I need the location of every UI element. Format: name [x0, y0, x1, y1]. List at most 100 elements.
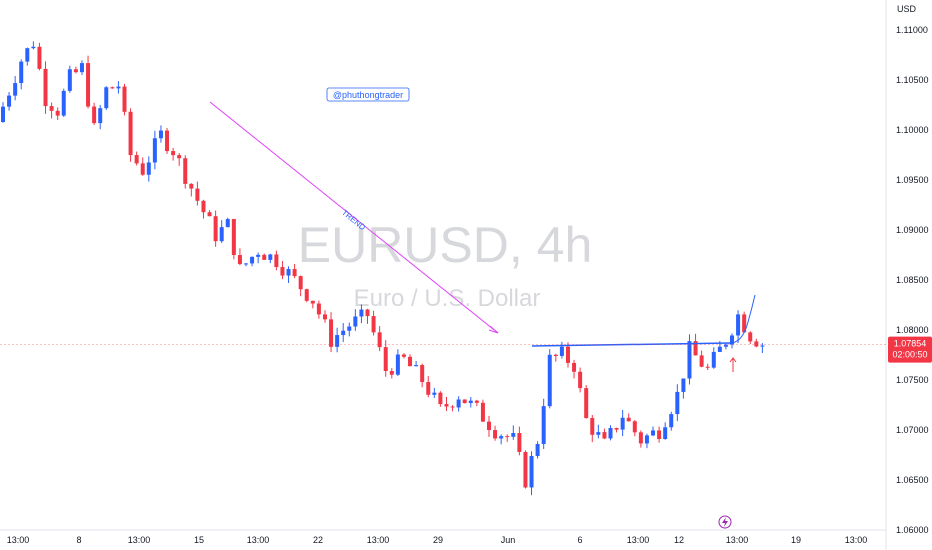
candle-body [25, 48, 30, 62]
lightning-icon[interactable] [718, 515, 732, 529]
x-tick: 13:00 [247, 535, 270, 545]
candle-body [128, 111, 133, 156]
candle-body [456, 399, 461, 408]
y-tick: 1.10500 [896, 75, 929, 85]
candle-body [377, 332, 382, 348]
y-tick: 1.07000 [896, 425, 929, 435]
y-tick: 1.06500 [896, 475, 929, 485]
y-tick: 1.08000 [896, 325, 929, 335]
candle-body [723, 344, 728, 347]
candle-body [359, 309, 364, 317]
candle-body [73, 69, 78, 73]
time-axis[interactable]: 13:00 8 13:00 15 13:00 22 13:00 29 Jun 6 13:00 12 13… [7, 535, 868, 545]
candle-body [596, 432, 601, 435]
trend-arrow-head [488, 325, 499, 334]
candle-body [572, 362, 577, 372]
candle-body [450, 406, 455, 408]
candle-body [189, 183, 194, 189]
y-tick: 1.10000 [896, 125, 929, 135]
candle-body [177, 155, 182, 159]
x-tick: 19 [791, 535, 801, 545]
candle-body [195, 188, 200, 201]
x-tick: Jun [501, 535, 516, 545]
candle-body [341, 330, 346, 336]
candle-body [110, 87, 115, 89]
candle-body [565, 346, 570, 363]
candle-body [730, 335, 734, 345]
candle-body [414, 365, 419, 367]
candle-body [67, 69, 72, 91]
candle-body [122, 86, 127, 112]
x-tick: 13:00 [845, 535, 868, 545]
candle-body [541, 406, 546, 445]
candle-body [383, 347, 388, 372]
candle-body [298, 276, 303, 290]
candle-body [468, 400, 473, 404]
candle-body [529, 455, 534, 488]
x-tick: 13:00 [367, 535, 390, 545]
candle-body [408, 356, 413, 367]
candle-body [19, 61, 24, 84]
candle-body [158, 130, 163, 139]
candle-body [547, 354, 552, 407]
candle-body [487, 421, 491, 431]
bar-countdown: 02:00:50 [892, 350, 927, 360]
candle-body [511, 433, 516, 437]
candle-body [523, 451, 528, 488]
candle-body [760, 345, 765, 347]
candle-body [480, 402, 485, 422]
resistance-line[interactable] [531, 342, 731, 347]
candle-body [250, 256, 255, 264]
candle-body [98, 108, 103, 124]
last-price-value: 1.07854 [894, 339, 927, 349]
candle-body [626, 417, 631, 422]
candle-body [687, 341, 692, 379]
candles-layer [1, 41, 765, 496]
candle-body [644, 435, 649, 444]
candle-body [201, 200, 206, 213]
candle-body [316, 303, 321, 315]
projection-curve[interactable] [726, 294, 756, 344]
candle-body [37, 46, 42, 69]
candle-body [13, 83, 18, 96]
y-tick: 1.09500 [896, 175, 929, 185]
candle-body [231, 219, 236, 256]
candle-body [614, 428, 619, 430]
candle-body [165, 130, 170, 152]
candle-body [395, 354, 400, 375]
candle-body [213, 216, 218, 242]
y-tick: 1.09000 [896, 225, 929, 235]
candle-body [699, 355, 704, 367]
candle-body [493, 430, 498, 439]
candle-body [353, 316, 358, 327]
candle-body [584, 388, 589, 419]
candle-body [620, 417, 625, 430]
candle-body [116, 86, 121, 89]
candle-body [438, 392, 443, 405]
x-tick: 29 [433, 535, 443, 545]
candle-body [86, 63, 91, 107]
x-tick: 6 [577, 535, 582, 545]
candle-body [335, 335, 340, 347]
candle-body [262, 254, 267, 260]
candle-body [274, 254, 279, 268]
candle-body [152, 138, 157, 163]
candle-body [304, 289, 309, 301]
candle-body [171, 151, 176, 156]
candle-body [444, 404, 449, 407]
currency-label: USD [897, 4, 917, 14]
candle-body [31, 46, 36, 49]
candle-body [1, 106, 5, 122]
candle-body [365, 309, 370, 317]
candle-body [432, 392, 437, 395]
candle-body [748, 332, 753, 342]
x-tick: 13:00 [7, 535, 30, 545]
price-axis[interactable]: 1.11000 1.10500 1.10000 1.09500 1.09000 1.085… [896, 25, 929, 535]
candle-body [104, 87, 109, 109]
author-tag-label: @phuthongtrader [333, 90, 403, 100]
candle-body [268, 254, 273, 260]
author-tag[interactable]: @phuthongtrader [326, 87, 410, 102]
candle-body [711, 351, 716, 368]
trend-line[interactable] [209, 101, 499, 334]
